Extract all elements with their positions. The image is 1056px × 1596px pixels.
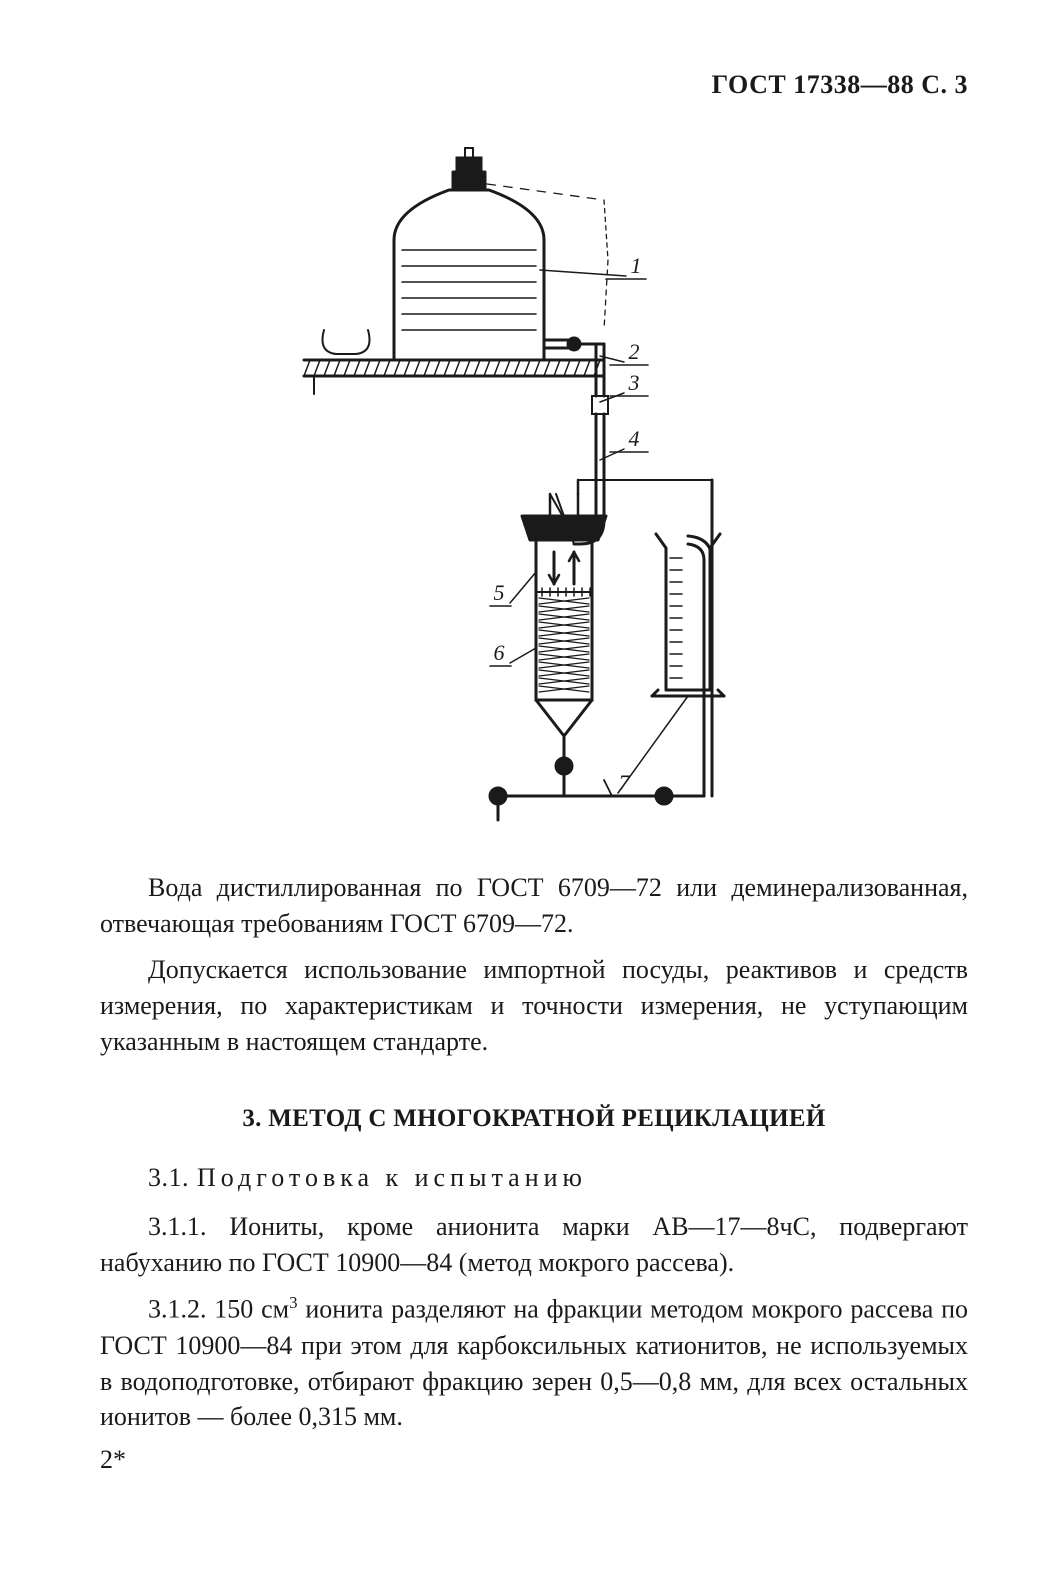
subsection-3-1: 3.1. Подготовка к испытанию bbox=[100, 1163, 968, 1193]
apparatus-figure: 1 2 3 4 5 6 7 bbox=[100, 130, 968, 830]
paragraph-water: Вода дистиллированная по ГОСТ 6709—72 ил… bbox=[100, 870, 968, 942]
paragraph-3-1-1: 3.1.1. Иониты, кроме анионита марки АВ—1… bbox=[100, 1209, 968, 1281]
apparatus-svg: 1 2 3 4 5 6 7 bbox=[274, 130, 794, 830]
svg-text:1: 1 bbox=[631, 253, 642, 278]
superscript-3: 3 bbox=[289, 1293, 297, 1312]
svg-text:6: 6 bbox=[494, 640, 505, 665]
svg-text:4: 4 bbox=[629, 426, 640, 451]
paragraph-3-1-2: 3.1.2. 150 см3 ионита разделяют на фракц… bbox=[100, 1291, 968, 1435]
svg-text:5: 5 bbox=[494, 580, 505, 605]
paragraph-imported: Допускается использование импортной посу… bbox=[100, 952, 968, 1060]
footer-mark: 2* bbox=[100, 1445, 968, 1475]
svg-text:7: 7 bbox=[619, 770, 631, 795]
subsection-number: 3.1. bbox=[148, 1163, 189, 1192]
page-header: ГОСТ 17338—88 С. 3 bbox=[100, 70, 968, 100]
p4-pre: 3.1.2. 150 см bbox=[148, 1295, 289, 1324]
svg-text:3: 3 bbox=[628, 370, 640, 395]
section-title: 3. МЕТОД С МНОГОКРАТНОЙ РЕЦИКЛАЦИЕЙ bbox=[100, 1105, 968, 1133]
page: ГОСТ 17338—88 С. 3 1 2 3 4 5 6 7 Вода дистилли… bbox=[0, 0, 1056, 1596]
subsection-text: Подготовка к испытанию bbox=[197, 1163, 587, 1192]
svg-text:2: 2 bbox=[629, 339, 640, 364]
